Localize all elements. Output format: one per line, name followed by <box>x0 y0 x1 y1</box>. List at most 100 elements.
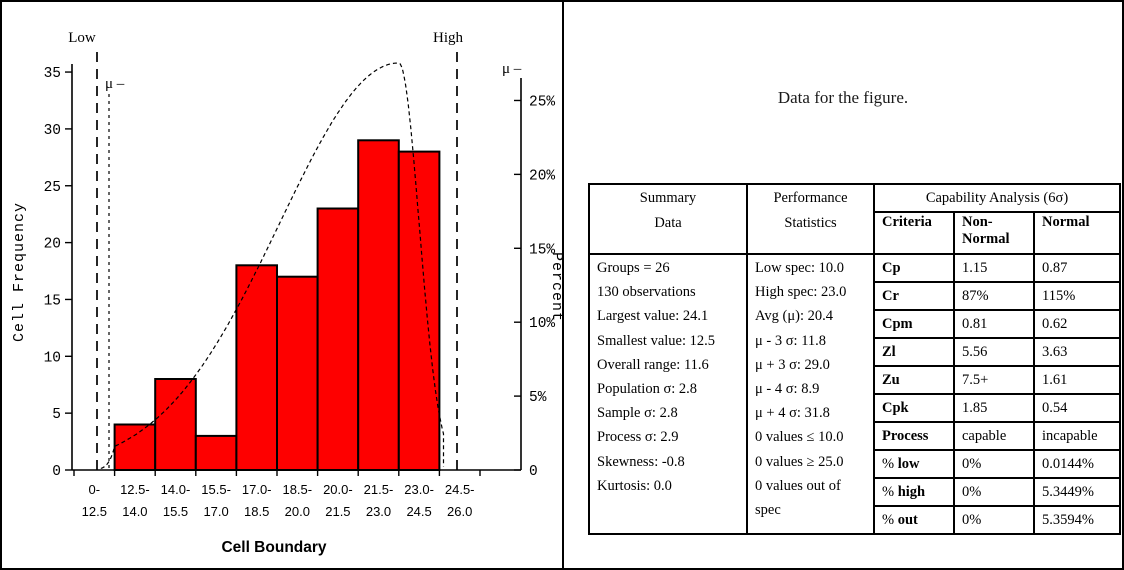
capability-row: Cpm 0.81 0.62 <box>589 309 1121 339</box>
non-normal-value: capable <box>953 421 1035 451</box>
criteria-cell: Cr <box>873 281 955 311</box>
histogram-bar <box>235 264 278 471</box>
criteria-prefix: % <box>882 511 898 528</box>
summary-data-cell-line: Largest value: 24.1 <box>597 308 709 325</box>
normal-value: 0.62 <box>1033 309 1121 339</box>
normal-value: 5.3449% <box>1033 477 1121 507</box>
capability-row: % out 0% 5.3594% <box>589 505 1121 535</box>
percent-axis-title: Percent <box>548 252 562 322</box>
normal-value: 0.0144% <box>1033 449 1121 479</box>
summary-data-cell-line: 130 observations <box>597 284 696 301</box>
high-limit-label: High <box>433 30 464 46</box>
non-normal-column-header: Non-Normal <box>953 211 1035 255</box>
histogram-chart: Low μ – High μ – 0 5 10 15 20 25 30 35 0 5% 10% 15% 20% 2… <box>11 30 565 556</box>
histogram-panel: Low μ – High μ – 0 5 10 15 20 25 30 35 0 5% 10% 15% 20% 2… <box>2 2 565 568</box>
histogram-bar <box>113 423 157 471</box>
figure-caption: Data for the figure. <box>777 88 909 107</box>
normal-value: 115% <box>1033 281 1121 311</box>
criteria-column-header: Criteria <box>873 211 955 255</box>
capability-row: Groups = 26 130 observations Largest value… <box>588 253 1121 535</box>
criteria-cell: % high <box>873 477 955 507</box>
criteria-label: Cpk <box>882 399 909 416</box>
criteria-label: Zl <box>882 343 896 360</box>
histogram-bar <box>397 150 441 471</box>
frequency-tick-label: 10 <box>44 350 61 366</box>
summary-header-line2: Data <box>654 215 682 231</box>
x-category-label-bottom: 21.5 <box>325 504 350 519</box>
x-category-label-top: 20.0- <box>323 482 353 497</box>
percent-tick-label: 5% <box>529 390 547 406</box>
performance-stats-cell-line: 0 values ≤ 10.0 <box>755 429 844 446</box>
x-category-label-top: 23.0- <box>404 482 434 497</box>
x-category-label-top: 14.0- <box>161 482 191 497</box>
summary-data-cell: Groups = 26 130 observations Largest value… <box>588 253 748 535</box>
frequency-tick-label: 35 <box>44 66 61 82</box>
summary-data-cell-line: Process σ: 2.9 <box>597 429 679 446</box>
capability-row: Zl 5.56 3.63 <box>589 337 1121 367</box>
performance-stats-cell-line: 0 values ≥ 25.0 <box>755 453 844 470</box>
criteria-cell: Cpk <box>873 393 955 423</box>
non-normal-value: 1.85 <box>953 393 1035 423</box>
summary-data-header: Summary Data <box>588 183 748 255</box>
normal-column-header: Normal <box>1033 211 1121 255</box>
capability-row: Zu 7.5+ 1.61 <box>589 365 1121 395</box>
criteria-label: Cr <box>882 287 899 304</box>
criteria-label: Cp <box>882 259 901 276</box>
performance-stats-header: Performance Statistics <box>746 183 875 255</box>
x-category-label-bottom: 14.0 <box>122 504 147 519</box>
mu-right-label: μ – <box>502 61 522 77</box>
data-panel: Data for the figure. Summary Data Perfor… <box>562 2 1122 568</box>
performance-header-line2: Statistics <box>784 215 837 231</box>
capability-row: % high 0% 5.3449% <box>589 477 1121 507</box>
frequency-tick-label: 5 <box>52 407 61 423</box>
frequency-tick-label: 0 <box>52 464 61 480</box>
histogram-bar <box>357 139 400 472</box>
criteria-cell: Process <box>873 421 955 451</box>
summary-header-line1: Summary <box>639 190 697 206</box>
histogram-bar <box>194 434 238 471</box>
criteria-cell: % low <box>873 449 955 479</box>
x-category-label-top: 12.5- <box>120 482 150 497</box>
summary-data-cell-line: Population σ: 2.8 <box>597 381 698 398</box>
non-normal-value: 0% <box>953 449 1035 479</box>
criteria-label: low <box>897 455 920 472</box>
percent-tick-label: 0 <box>529 464 538 480</box>
x-category-label-bottom: 26.0 <box>447 504 472 519</box>
capability-row: Cpk 1.85 0.54 <box>589 393 1121 423</box>
non-normal-value: 7.5+ <box>953 365 1035 395</box>
x-category-label-top: 18.5- <box>282 482 312 497</box>
criteria-label: Zu <box>882 371 900 388</box>
criteria-cell: Cp <box>873 253 955 283</box>
performance-stats-cell-line: High spec: 23.0 <box>755 284 847 301</box>
frequency-tick-label: 20 <box>44 237 61 253</box>
x-category-label-bottom: 15.5 <box>163 504 188 519</box>
histogram-bar <box>276 275 319 472</box>
histogram-bar <box>154 378 197 471</box>
x-category-label-bottom: 12.5 <box>82 504 107 519</box>
performance-stats-cell-line: μ + 3 σ: 29.0 <box>755 356 830 373</box>
x-category-label-top: 21.5- <box>364 482 394 497</box>
performance-stats-cell-line: μ + 4 σ: 31.8 <box>755 405 830 422</box>
mu-left-label: μ – <box>105 76 125 92</box>
non-normal-value: 5.56 <box>953 337 1035 367</box>
criteria-cell: Zl <box>873 337 955 367</box>
normal-value: 5.3594% <box>1033 505 1121 535</box>
criteria-prefix: % <box>882 483 898 500</box>
histogram-bar <box>316 207 360 471</box>
normal-value: incapable <box>1033 421 1121 451</box>
x-category-label-bottom: 23.0 <box>366 504 391 519</box>
x-category-label-top: 24.5- <box>445 482 475 497</box>
y-axis-title: Cell Frequency <box>11 202 28 342</box>
summary-data-cell-line: Smallest value: 12.5 <box>597 332 715 349</box>
low-limit-label: Low <box>68 30 96 46</box>
normal-value: 3.63 <box>1033 337 1121 367</box>
summary-data-cell-line: Groups = 26 <box>597 260 670 276</box>
percent-tick-label: 20% <box>529 168 555 184</box>
normal-value: 0.54 <box>1033 393 1121 423</box>
percent-tick-label: 25% <box>529 94 555 110</box>
non-normal-value: 1.15 <box>953 253 1035 283</box>
performance-stats-cell-line: Avg (μ): 20.4 <box>755 308 833 325</box>
criteria-cell: % out <box>873 505 955 535</box>
normal-curve <box>100 62 445 469</box>
